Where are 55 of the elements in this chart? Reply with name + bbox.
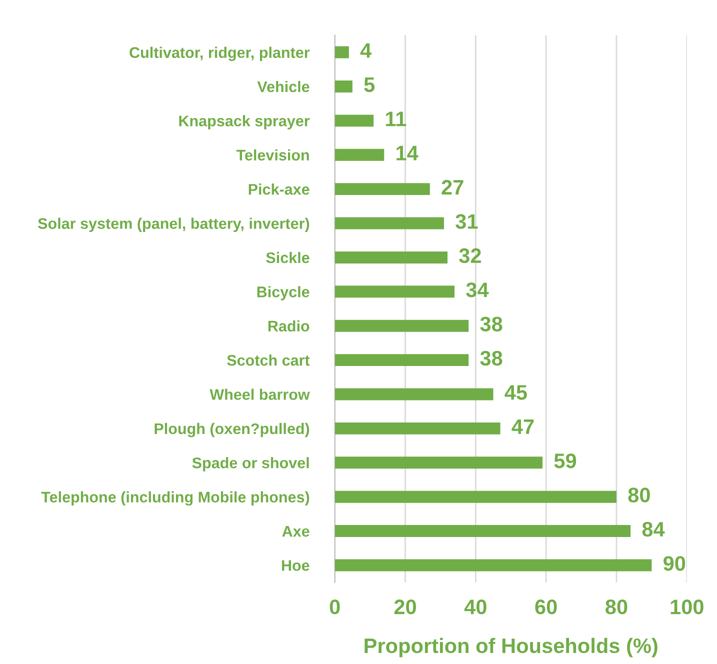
- x-tick-label: 60: [535, 600, 557, 614]
- y-tick-label: Telephone (including Mobile phones): [41, 491, 310, 506]
- bar: [334, 286, 455, 298]
- y-tick-label: Solar system (panel, battery, inverter): [38, 218, 310, 232]
- y-tick-label: Wheel barrow: [210, 388, 310, 400]
- bar: [334, 217, 444, 230]
- data-label: 84: [642, 522, 665, 537]
- data-label: 59: [554, 453, 576, 468]
- y-tick-label: Spade or shovel: [192, 457, 309, 472]
- y-tick-label: Radio: [268, 320, 310, 332]
- data-label: 31: [456, 214, 478, 229]
- bar: [334, 354, 469, 366]
- data-label: 90: [664, 556, 686, 571]
- y-tick-label: Pick-axe: [248, 184, 310, 195]
- data-label: 4: [360, 43, 372, 58]
- bar: [334, 183, 430, 196]
- data-label: 27: [442, 180, 464, 194]
- bar: [334, 80, 352, 92]
- bar: [334, 422, 500, 434]
- y-tick-label: Scotch cart: [227, 354, 310, 366]
- bar: [334, 388, 494, 400]
- y-tick-label: Bicycle: [257, 286, 310, 300]
- x-tick-label: 100: [670, 600, 704, 614]
- y-tick-label: Cultivator, ridger, planter: [130, 46, 310, 62]
- y-tick-label: Television: [236, 149, 309, 161]
- y-tick-label: Hoe: [282, 560, 310, 571]
- y-tick-label: Axe: [282, 526, 310, 537]
- y-tick-label: Knapsack sprayer: [179, 115, 310, 130]
- bar: [334, 490, 616, 503]
- data-label: 38: [480, 316, 502, 332]
- bar: [334, 320, 469, 332]
- data-label: 14: [396, 146, 418, 160]
- x-tick-label: 80: [606, 600, 628, 614]
- x-tick-label: 40: [464, 600, 486, 614]
- data-label: 38: [480, 350, 502, 366]
- y-tick-label: Vehicle: [257, 80, 310, 92]
- y-tick-label: Plough (oxen?pulled): [154, 422, 310, 438]
- bar: [334, 456, 543, 469]
- data-label: 80: [628, 488, 650, 502]
- data-label: 32: [459, 248, 481, 264]
- data-label: 11: [386, 112, 406, 126]
- data-label: 5: [364, 78, 375, 92]
- y-tick-label: Sickle: [266, 252, 310, 264]
- data-label: 34: [466, 282, 489, 298]
- bar: [334, 148, 384, 161]
- bar: [334, 251, 448, 264]
- bar: [334, 559, 652, 572]
- x-tick-label: 0: [330, 600, 340, 614]
- bar: [334, 46, 349, 58]
- x-axis-title: Proportion of Households (%): [364, 638, 658, 658]
- bar: [334, 114, 374, 127]
- bar: [334, 525, 631, 538]
- data-label: 47: [512, 420, 534, 434]
- x-tick-label: 20: [394, 600, 416, 614]
- data-label: 45: [504, 385, 527, 400]
